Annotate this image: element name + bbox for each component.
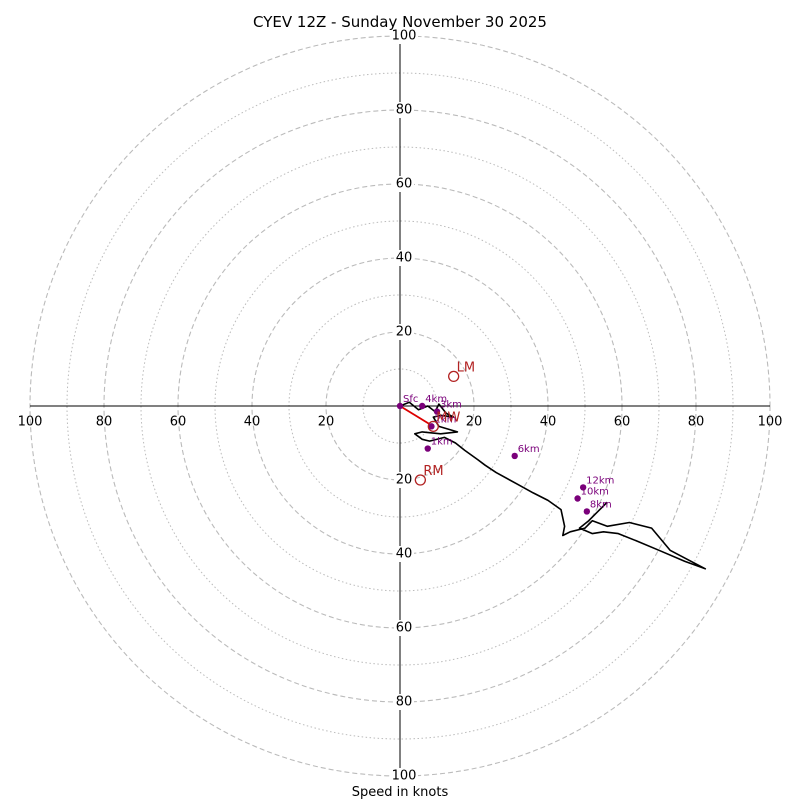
height-marker-label-2km: 2km: [434, 414, 456, 425]
tick-label-y-pos-60: 60: [396, 177, 413, 192]
tick-label-bg: [390, 768, 418, 784]
tick-label-y-neg-80: 80: [396, 695, 413, 710]
height-marker-label-1km: 1km: [431, 437, 453, 448]
hodograph-line: [399, 401, 707, 570]
tick-label-bg: [394, 546, 414, 562]
height-marker-3km: [433, 408, 441, 415]
hodograph-trace: [399, 401, 707, 570]
storm-motion-label-mw: MW: [436, 410, 460, 425]
height-marker-12km: [579, 484, 587, 491]
tick-label-x-neg-40: 40: [244, 415, 261, 430]
height-marker-label-6km: 6km: [518, 444, 540, 455]
tick-label-bg: [394, 694, 414, 710]
height-marker-6km: [511, 452, 518, 460]
shear-vector: [399, 405, 434, 428]
tick-label-y-pos-40: 40: [396, 251, 413, 266]
tick-label-bg: [394, 250, 414, 266]
tick-label-y-pos-80: 80: [396, 103, 413, 118]
storm-motion-markers: LM RM MW: [414, 360, 475, 486]
tick-label-x-neg-20: 20: [318, 415, 335, 430]
axis-tick-labels: 20 20 20 20 40 40 40 40 60 60 60 60 80 80 80 80 100 100 10…: [18, 28, 783, 784]
height-marker-label-sfc: Sfc: [403, 394, 418, 405]
tick-label-y-neg-60: 60: [396, 621, 413, 636]
height-marker-sfc: [396, 402, 404, 410]
height-marker-label-3km: 3km: [440, 400, 462, 411]
height-marker-10km: [574, 495, 581, 502]
storm-motion-mw: [427, 420, 439, 433]
tick-label-x-neg-80: 80: [96, 415, 113, 430]
height-marker-1km: [424, 445, 431, 452]
tick-label-bg: [390, 28, 418, 44]
height-marker-2km: [428, 423, 435, 430]
storm-motion-lm: [447, 370, 460, 383]
tick-label-y-pos-20: 20: [396, 325, 413, 340]
tick-label-x-pos-40: 40: [540, 415, 557, 430]
storm-motion-label-lm: LM: [457, 360, 475, 375]
tick-label-y-neg-100: 100: [392, 769, 417, 784]
tick-label-x-pos-60: 60: [614, 415, 631, 430]
storm-motion-rm: [414, 474, 427, 486]
height-marker-label-8km: 8km: [590, 499, 612, 510]
tick-label-x-pos-80: 80: [688, 415, 705, 430]
tick-label-bg: [394, 324, 414, 340]
height-marker-label-12km: 12km: [586, 475, 614, 486]
tick-label-bg: [394, 176, 414, 192]
tick-label-y-neg-20: 20: [396, 473, 413, 488]
tick-label-x-neg-100: 100: [18, 415, 43, 430]
tick-label-bg: [394, 472, 414, 488]
tick-label-y-neg-40: 40: [396, 547, 413, 562]
height-marker-label-10km: 10km: [581, 487, 609, 498]
tick-label-bg: [394, 620, 414, 636]
height-marker-label-4km: 4km: [425, 394, 447, 405]
tick-label-bg: [394, 102, 414, 118]
storm-motion-label-rm: RM: [423, 464, 443, 479]
tick-label-x-neg-60: 60: [170, 415, 187, 430]
x-axis-label: Speed in knots: [352, 785, 449, 800]
tick-label-y-pos-100: 100: [392, 29, 417, 44]
height-marker-8km: [583, 508, 591, 515]
tick-label-x-pos-100: 100: [758, 415, 783, 430]
shear-vector-line: [399, 405, 434, 428]
height-marker-4km: [419, 402, 426, 410]
tick-label-x-pos-20: 20: [466, 415, 483, 430]
chart-title: CYEV 12Z - Sunday November 30 2025: [253, 13, 547, 31]
